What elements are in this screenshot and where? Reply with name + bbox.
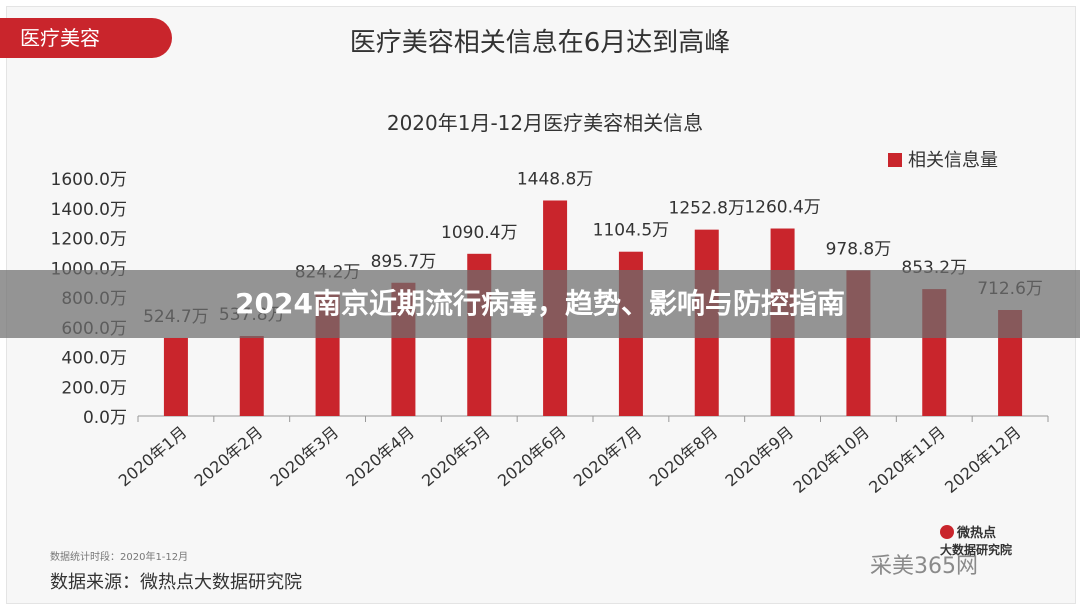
data-label: 1260.4万 — [744, 198, 820, 218]
bar — [163, 337, 188, 416]
category-tag: 医疗美容 — [0, 18, 172, 58]
y-tick-label: 0.0万 — [83, 408, 127, 428]
brand-logo-text: 微热点 — [957, 526, 997, 541]
x-tick-label: 2020年7月 — [570, 423, 646, 491]
data-label: 1104.5万 — [593, 221, 669, 241]
x-tick-label: 2020年12月 — [941, 423, 1025, 497]
x-tick-label: 2020年2月 — [191, 423, 267, 491]
headline: 医疗美容相关信息在6月达到高峰 — [349, 28, 731, 58]
legend-label: 相关信息量 — [908, 150, 998, 171]
legend-swatch — [888, 153, 902, 167]
data-label: 1252.8万 — [669, 199, 745, 219]
stat-period: 数据统计时段：2020年1-12月 — [50, 552, 189, 563]
title-banner: 2024南京近期流行病毒，趋势、影响与防控指南 — [0, 270, 1080, 338]
banner-title: 2024南京近期流行病毒，趋势、影响与防控指南 — [235, 287, 845, 320]
x-tick-label: 2020年9月 — [721, 423, 797, 491]
brand-logo: 微热点 大数据研究院 — [940, 522, 1012, 558]
bar — [239, 336, 264, 416]
x-tick-label: 2020年8月 — [646, 423, 722, 491]
y-tick-label: 1600.0万 — [51, 170, 127, 190]
x-tick-label: 2020年6月 — [494, 423, 570, 491]
data-label: 1090.4万 — [441, 223, 517, 243]
x-tick-label: 2020年4月 — [342, 423, 418, 491]
y-tick-label: 400.0万 — [61, 349, 127, 369]
data-label: 1448.8万 — [517, 169, 593, 189]
brand-logo-icon — [940, 525, 954, 539]
data-label: 895.7万 — [371, 252, 437, 272]
data-label: 978.8万 — [826, 239, 892, 259]
brand-logo-sub: 大数据研究院 — [940, 543, 1013, 557]
x-tick-label: 2020年11月 — [865, 423, 949, 497]
x-tick-label: 2020年5月 — [418, 423, 494, 491]
y-tick-label: 200.0万 — [61, 378, 127, 398]
chart-title: 2020年1月-12月医疗美容相关信息 — [387, 111, 703, 135]
y-tick-label: 1200.0万 — [51, 230, 127, 250]
x-tick-label: 2020年3月 — [266, 423, 342, 491]
x-tick-label: 2020年1月 — [115, 423, 191, 491]
x-tick-label: 2020年10月 — [789, 423, 873, 497]
watermark: 采美365网 — [870, 554, 978, 579]
y-tick-label: 1400.0万 — [51, 200, 127, 220]
data-source: 数据来源：微热点大数据研究院 — [50, 572, 302, 593]
